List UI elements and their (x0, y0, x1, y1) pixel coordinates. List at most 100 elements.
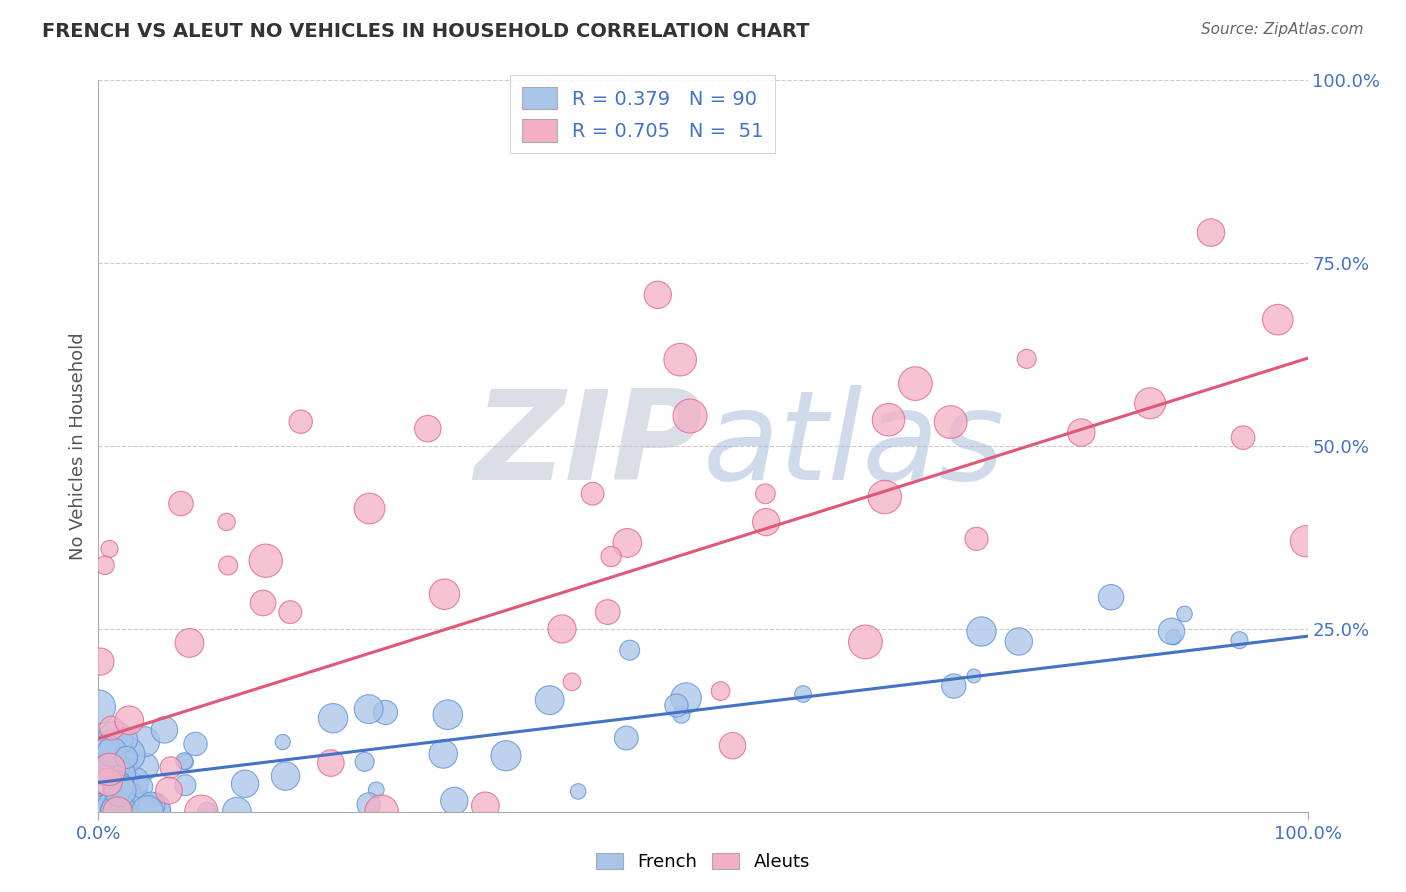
Point (134, 735, 156, 749)
Point (233, 777, 256, 791)
Point (131, 780, 153, 794)
Point (374, 706, 396, 720)
Point (170, 497, 193, 511)
Point (322, 711, 344, 725)
Point (117, 747, 139, 762)
Point (153, 723, 176, 737)
Point (709, 684, 731, 698)
Point (252, 596, 274, 610)
Point (271, 735, 294, 749)
Point (675, 691, 697, 706)
Text: ZIP: ZIP (474, 385, 703, 507)
Point (90, 805, 112, 819)
Point (1070, 425, 1092, 440)
Point (963, 669, 986, 683)
Point (1229, 633, 1251, 648)
Point (112, 767, 135, 781)
Point (1139, 396, 1161, 410)
Point (101, 745, 124, 759)
Point (1160, 624, 1182, 639)
Point (142, 803, 165, 817)
Point (370, 805, 392, 819)
Point (190, 805, 212, 819)
Point (353, 755, 375, 769)
Point (443, 794, 465, 808)
Point (1232, 431, 1254, 445)
Point (538, 693, 561, 707)
Point (107, 780, 129, 794)
Point (138, 804, 160, 818)
Point (290, 415, 312, 429)
Point (966, 532, 988, 546)
Point (107, 744, 129, 758)
Point (274, 769, 297, 783)
Point (495, 748, 517, 763)
Point (108, 805, 131, 819)
Point (112, 755, 135, 769)
Point (110, 805, 132, 819)
Point (1173, 607, 1195, 621)
Point (141, 798, 163, 813)
Point (619, 643, 641, 657)
Point (1163, 631, 1185, 645)
Point (319, 756, 342, 770)
Point (107, 805, 129, 819)
Point (94, 805, 117, 819)
Point (104, 759, 127, 773)
Point (184, 737, 207, 751)
Point (134, 759, 156, 773)
Point (157, 783, 180, 797)
Point (128, 800, 150, 814)
Point (114, 755, 136, 769)
Point (567, 784, 589, 798)
Point (90, 801, 112, 815)
Point (98, 763, 121, 777)
Point (110, 732, 132, 747)
Point (215, 515, 238, 529)
Point (96, 805, 118, 819)
Legend: R = 0.379   N = 90, R = 0.705   N =  51: R = 0.379 N = 90, R = 0.705 N = 51 (510, 75, 775, 153)
Point (146, 805, 169, 819)
Point (89, 805, 111, 819)
Point (89, 655, 111, 669)
Point (128, 805, 150, 819)
Point (110, 784, 132, 798)
Point (179, 636, 201, 650)
Point (90, 752, 112, 766)
Point (97, 761, 120, 775)
Point (111, 752, 134, 766)
Legend: French, Aleuts: French, Aleuts (589, 846, 817, 879)
Point (359, 501, 381, 516)
Point (1099, 591, 1122, 605)
Point (433, 587, 456, 601)
Point (671, 707, 693, 722)
Point (600, 549, 623, 564)
Point (118, 797, 141, 812)
Point (416, 422, 439, 436)
Point (173, 754, 195, 768)
Point (159, 760, 181, 774)
Point (114, 789, 136, 804)
Point (217, 558, 239, 573)
Point (561, 674, 583, 689)
Point (104, 805, 127, 819)
Point (98, 793, 121, 807)
Point (755, 515, 778, 529)
Point (87, 700, 110, 714)
Point (669, 352, 692, 367)
Point (357, 702, 380, 716)
Text: atlas: atlas (703, 385, 1005, 507)
Y-axis label: No Vehicles in Household: No Vehicles in Household (69, 332, 87, 560)
Point (877, 413, 900, 427)
Point (114, 732, 136, 747)
Point (432, 747, 454, 761)
Point (679, 409, 702, 423)
Point (174, 778, 197, 792)
Point (1015, 351, 1038, 366)
Point (118, 714, 141, 728)
Point (1008, 634, 1031, 648)
Point (616, 536, 638, 550)
Point (278, 605, 301, 619)
Point (124, 774, 146, 789)
Point (121, 781, 143, 796)
